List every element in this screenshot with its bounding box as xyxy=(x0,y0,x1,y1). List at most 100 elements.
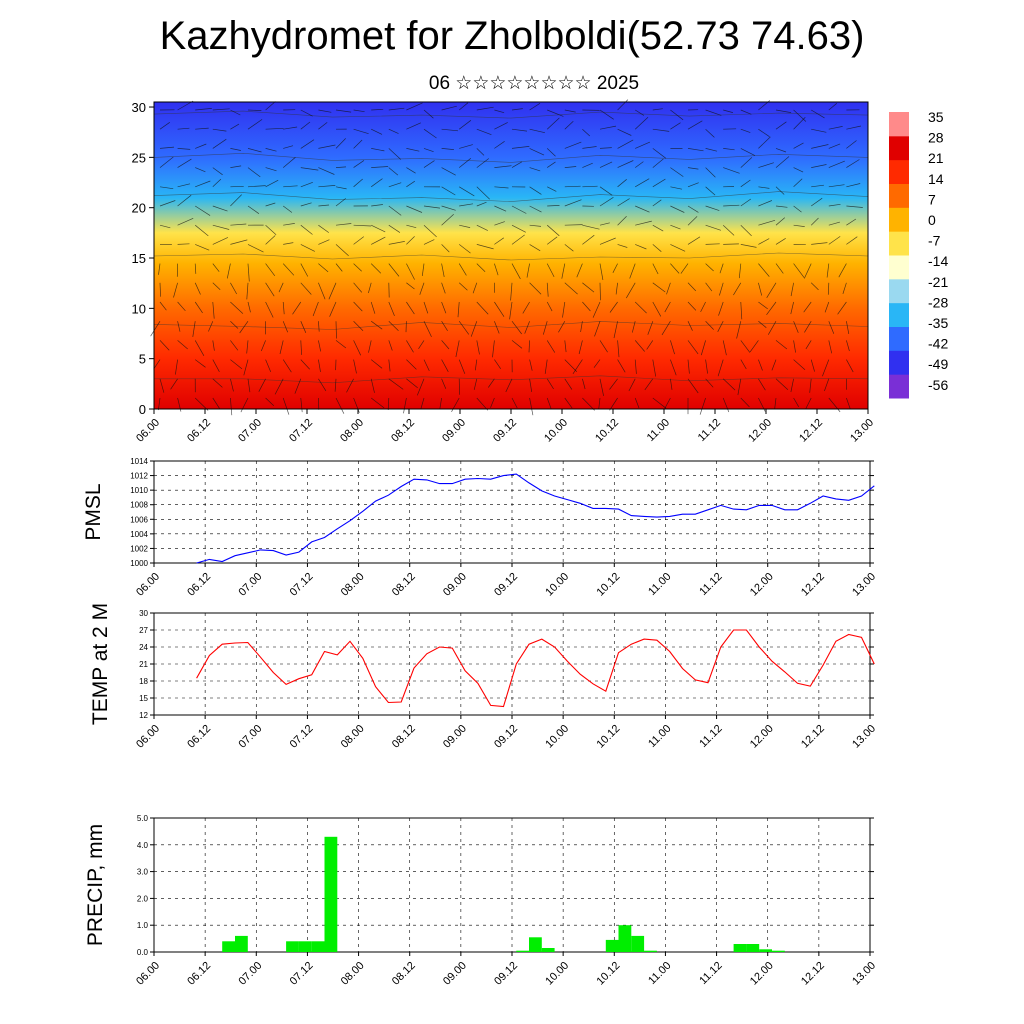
precip-bar xyxy=(324,836,338,952)
wind-barb xyxy=(723,204,740,207)
colorbar-segment xyxy=(889,302,909,327)
wind-barb xyxy=(300,121,311,130)
wind-barb xyxy=(406,263,415,280)
wind-barb xyxy=(758,301,768,310)
wind-barb xyxy=(312,301,319,317)
temp-frame xyxy=(153,612,871,716)
pmsl-ytick-label: 1008 xyxy=(130,501,148,510)
heatmap-xtick-label: 12.12 xyxy=(797,417,825,445)
wind-barb xyxy=(459,203,474,207)
wind-barb xyxy=(793,117,806,130)
wind-barb xyxy=(705,263,714,272)
wind-barb xyxy=(370,263,382,274)
wind-barb xyxy=(230,378,234,392)
wind-barb xyxy=(617,198,630,207)
wind-barb xyxy=(793,178,803,188)
wind-barb xyxy=(283,223,295,226)
heatmap-xtick-label: 13.00 xyxy=(848,417,876,445)
wind-barb xyxy=(687,148,704,152)
wind-barb xyxy=(578,340,583,355)
wind-barb xyxy=(546,148,556,157)
colorbar-segment xyxy=(889,374,909,399)
wind-barb xyxy=(194,301,203,314)
wind-barb xyxy=(388,301,395,317)
wind-barb xyxy=(687,321,693,331)
wind-barb xyxy=(476,128,492,136)
wind-barb xyxy=(329,301,337,317)
temperature-field xyxy=(154,102,868,409)
wind-barb xyxy=(828,397,841,413)
pmsl-ytick-label: 1002 xyxy=(130,544,148,553)
wind-barb xyxy=(529,103,541,111)
wind-barb xyxy=(240,397,249,413)
wind-barb xyxy=(828,184,845,188)
wind-barb xyxy=(634,301,647,314)
isotherm--42 xyxy=(153,152,869,163)
wind-barb xyxy=(419,282,425,295)
wind-barb xyxy=(635,109,645,116)
wind-barb xyxy=(388,378,404,390)
wind-barb xyxy=(687,236,701,245)
wind-barb xyxy=(494,122,508,130)
wind-barb xyxy=(766,282,777,298)
temp-xtick-label: 08.00 xyxy=(339,723,367,751)
wind-barb xyxy=(212,359,220,372)
wind-barb xyxy=(810,282,819,291)
wind-barb xyxy=(758,263,770,277)
wind-barb xyxy=(722,340,727,356)
wind-barb xyxy=(652,148,667,159)
colorbar-label: -21 xyxy=(928,274,948,290)
wind-barb xyxy=(811,184,824,188)
wind-barb xyxy=(423,109,434,119)
precip-bar xyxy=(286,941,299,952)
wind-barb xyxy=(494,359,501,369)
wind-barb xyxy=(459,224,471,228)
wind-barb xyxy=(170,378,178,390)
colorbar-segment xyxy=(889,112,909,137)
wind-barb xyxy=(159,156,174,168)
colorbar-segment xyxy=(889,183,909,208)
wind-barb xyxy=(529,205,542,213)
wind-barb xyxy=(177,321,181,332)
wind-barb xyxy=(353,128,369,135)
wind-barb xyxy=(457,301,460,318)
wind-barb xyxy=(455,340,460,358)
wind-barb xyxy=(804,321,812,333)
wind-barb xyxy=(246,282,249,300)
isotherm--56 xyxy=(153,110,869,119)
precip-xtick-label: 09.12 xyxy=(492,960,520,988)
wind-barb xyxy=(283,242,294,245)
wind-barb xyxy=(300,359,310,370)
wind-barb xyxy=(719,263,724,274)
wind-barb xyxy=(846,183,861,188)
wind-barb xyxy=(265,224,277,235)
wind-barb xyxy=(353,236,365,245)
wind-barb xyxy=(740,301,743,320)
wind-barb xyxy=(766,301,777,316)
wind-barb xyxy=(529,148,545,156)
temp-xtick-label: 06.00 xyxy=(134,723,162,751)
wind-barb xyxy=(793,167,804,173)
temp-xtick-label: 06.12 xyxy=(185,723,213,751)
wind-barb xyxy=(661,321,671,336)
wind-barb xyxy=(775,217,786,226)
wind-barb xyxy=(494,205,507,212)
wind-barb xyxy=(775,148,787,153)
temp-ytick-label: 15 xyxy=(139,694,148,703)
wind-barb xyxy=(282,397,290,415)
wind-barb xyxy=(564,340,567,353)
wind-barb xyxy=(300,340,302,355)
wind-barb xyxy=(803,263,812,279)
wind-barb xyxy=(406,236,415,245)
heatmap-xtick-label: 06.00 xyxy=(134,417,162,445)
wind-barb xyxy=(749,340,759,353)
wind-barb xyxy=(652,108,663,111)
wind-barb xyxy=(511,161,523,168)
wind-barb xyxy=(846,205,863,208)
wind-barb xyxy=(505,378,513,393)
wind-barb xyxy=(652,282,666,293)
wind-barb xyxy=(758,238,770,245)
wind-barb xyxy=(294,378,302,394)
wind-barb xyxy=(335,223,352,226)
wind-barb xyxy=(811,128,827,133)
